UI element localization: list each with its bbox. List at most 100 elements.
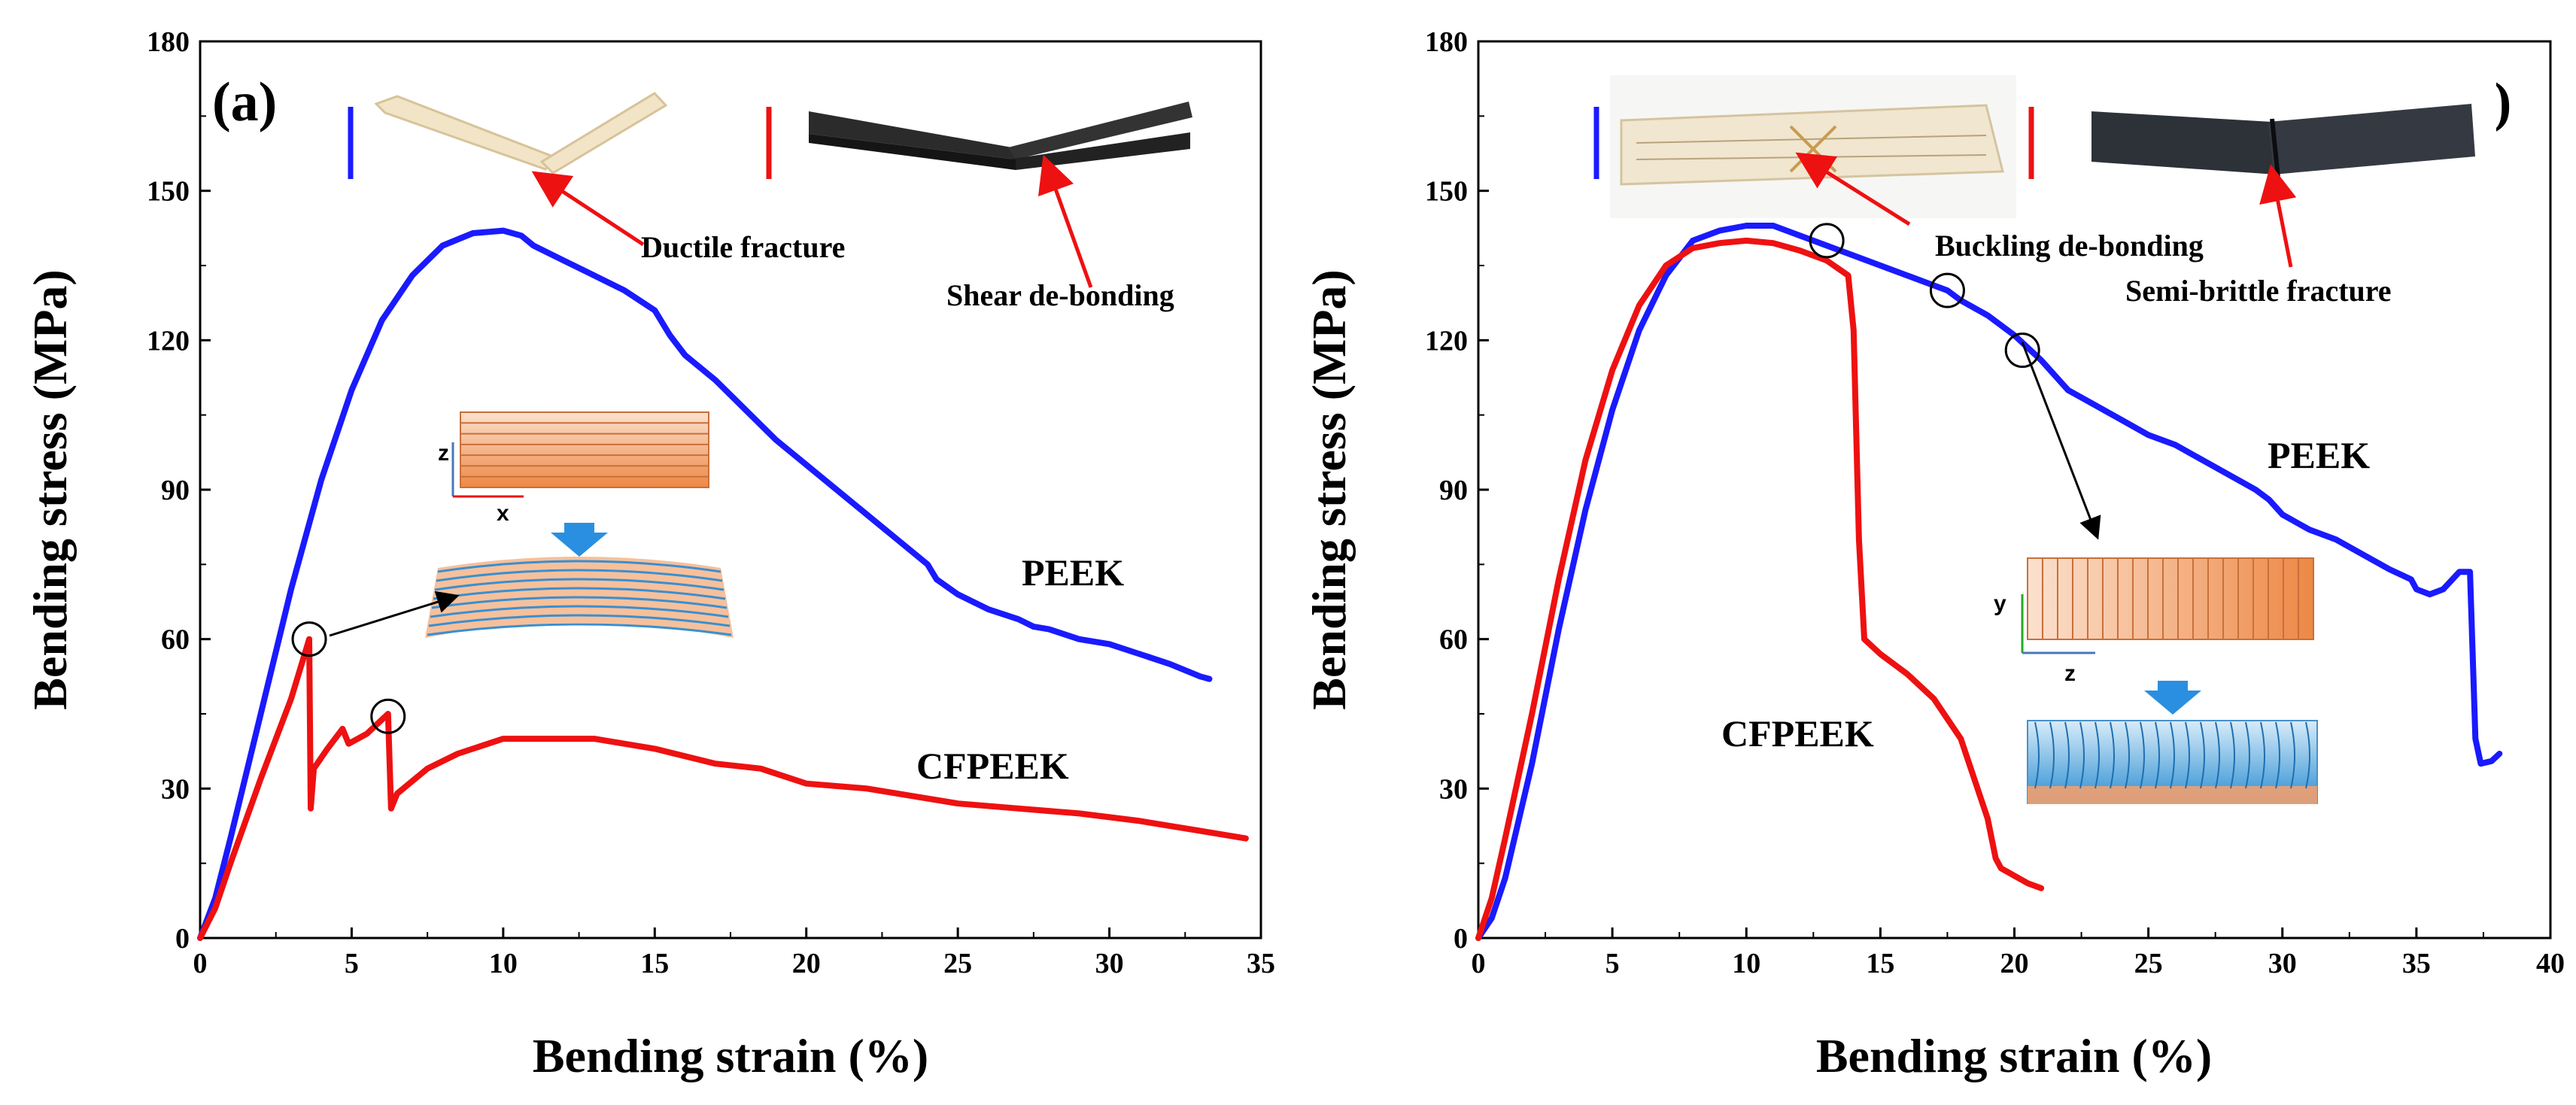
bent-layer-line	[427, 623, 732, 636]
bent-beam-a	[425, 557, 734, 638]
x-tick-label-a: 30	[1095, 948, 1124, 979]
y-tick-label-a: 90	[161, 475, 190, 506]
y-tick-label-a: 30	[161, 773, 190, 805]
x-tick-label-b: 10	[1732, 948, 1760, 979]
curve-label-cfpeek-b: CFPEEK	[1721, 712, 1874, 754]
buckled-fiber-line	[2034, 721, 2040, 789]
markers-b	[1809, 223, 2040, 369]
y-axis-label-b: Bending stress (MPa)	[1302, 269, 1356, 709]
buckled-fiber-line	[2305, 721, 2310, 789]
arrow-shear	[1037, 154, 1093, 288]
ticks-b: 0 5 10 15 20 25 30 35 40 0 30 60 90 120 150 180	[1425, 26, 2565, 979]
schem-label-z-b: z	[2064, 661, 2076, 686]
circle-marker-b	[2004, 332, 2040, 369]
buckled-fiber-line	[2230, 721, 2235, 789]
buckled-fiber-line	[2125, 721, 2130, 789]
x-tick-label-b: 15	[1866, 948, 1894, 979]
x-axis-label-b: Bending strain (%)	[1816, 1029, 2212, 1082]
bent-layer-line	[430, 605, 729, 618]
x-tick-label-a: 15	[640, 948, 669, 979]
photo-cfpeek-shear	[787, 68, 1238, 203]
y-axis-label-a: Bending stress (MPa)	[23, 269, 77, 709]
buckled-fiber-line	[2110, 721, 2115, 789]
markers-a	[291, 621, 406, 734]
x-tick-label-a: 10	[489, 948, 518, 979]
series-line-peek-a	[197, 227, 1213, 941]
buckled-fiber-line	[2064, 721, 2070, 789]
panel-a: 0 5 10 15 20 25 30 35 0 30 60 90 120 150 180 (a) Bendi…	[23, 26, 1275, 1082]
series-line-cfpeek-b	[1475, 237, 2045, 941]
x-tick-label-a: 5	[345, 948, 359, 979]
curve-label-peek-b: PEEK	[2268, 434, 2370, 476]
bent-layer-line	[436, 569, 723, 582]
layer-block-b	[2027, 557, 2314, 640]
buckled-fiber-line	[2290, 721, 2295, 789]
buckled-fiber-line	[2170, 721, 2175, 789]
x-tick-label-a: 35	[1247, 948, 1275, 979]
y-tick-label-b: 30	[1439, 773, 1468, 805]
x-tick-label-a: 0	[193, 948, 208, 979]
schem-label-x: x	[497, 501, 509, 526]
x-tick-label-b: 0	[1472, 948, 1486, 979]
down-arrow-b	[2144, 681, 2201, 715]
buckled-fiber-line	[2245, 721, 2250, 789]
photo-peek-buckling	[1610, 75, 2016, 218]
circle-marker-b	[1929, 272, 1965, 308]
buckled-fiber-line	[2049, 721, 2055, 789]
curve-label-cfpeek-a: CFPEEK	[916, 745, 1069, 787]
y-tick-label-b: 0	[1454, 923, 1468, 955]
buckled-fiber-line	[2275, 721, 2280, 789]
arrow-to-schematic-a	[329, 590, 460, 637]
y-tick-label-a: 120	[147, 325, 190, 357]
x-tick-label-b: 20	[2000, 948, 2029, 979]
schematic-b: y z	[1994, 342, 2318, 804]
y-tick-label-b: 120	[1425, 325, 1468, 357]
buckled-fiber-line	[2260, 721, 2265, 789]
y-tick-label-b: 60	[1439, 624, 1468, 656]
ticks-a: 0 5 10 15 20 25 30 35 0 30 60 90 120 150 180	[147, 26, 1275, 979]
bent-layer-line	[428, 614, 731, 627]
bent-layer-line	[437, 560, 721, 573]
down-arrow-a	[551, 523, 608, 557]
buckled-fiber-line	[2079, 721, 2085, 789]
annotation-semibrittle-fracture: Semi-brittle fracture	[2125, 274, 2392, 308]
annotation-ductile-fracture: Ductile fracture	[641, 230, 845, 264]
buckled-fiber-line	[2140, 721, 2145, 789]
panel-label-a: (a)	[212, 71, 277, 133]
bent-layer-line	[431, 596, 728, 609]
arrow-ductile	[531, 171, 645, 247]
series-line-peek-b	[1475, 223, 2503, 941]
y-tick-label-b: 90	[1439, 475, 1468, 506]
x-tick-label-b: 30	[2268, 948, 2297, 979]
x-axis-label-a: Bending strain (%)	[533, 1029, 928, 1082]
annotation-shear-debonding: Shear de-bonding	[946, 278, 1174, 312]
buckled-fiber-line	[2215, 721, 2220, 789]
y-tick-label-a: 180	[147, 26, 190, 58]
schematic-a: z x	[329, 411, 734, 638]
buckled-fiber-line	[2155, 721, 2160, 789]
curves-b	[1475, 223, 2503, 941]
arrow-buckling	[1795, 152, 1911, 226]
annotation-buckling-debonding: Buckling de-bonding	[1935, 229, 2204, 263]
x-tick-label-a: 20	[792, 948, 821, 979]
buckled-beam-b	[2027, 720, 2318, 804]
photo-cfpeek-semibrittle	[2060, 71, 2496, 226]
photo-peek-ductile	[374, 92, 668, 175]
circle-marker-a	[370, 698, 406, 734]
arrow-semibrittle	[2259, 164, 2297, 268]
bent-layer-line	[434, 578, 724, 591]
curve-label-peek-a: PEEK	[1022, 551, 1124, 593]
circle-marker-b	[1809, 223, 1845, 259]
x-tick-label-b: 40	[2536, 948, 2565, 979]
series-line-cfpeek-a	[197, 636, 1249, 941]
x-tick-label-b: 25	[2134, 948, 2163, 979]
x-tick-label-a: 25	[943, 948, 972, 979]
curves-a	[197, 227, 1249, 941]
y-tick-label-a: 150	[147, 176, 190, 208]
y-tick-label-b: 180	[1425, 26, 1468, 58]
y-tick-label-a: 60	[161, 624, 190, 656]
y-tick-label-a: 0	[175, 923, 190, 955]
circle-marker-a	[291, 621, 327, 657]
